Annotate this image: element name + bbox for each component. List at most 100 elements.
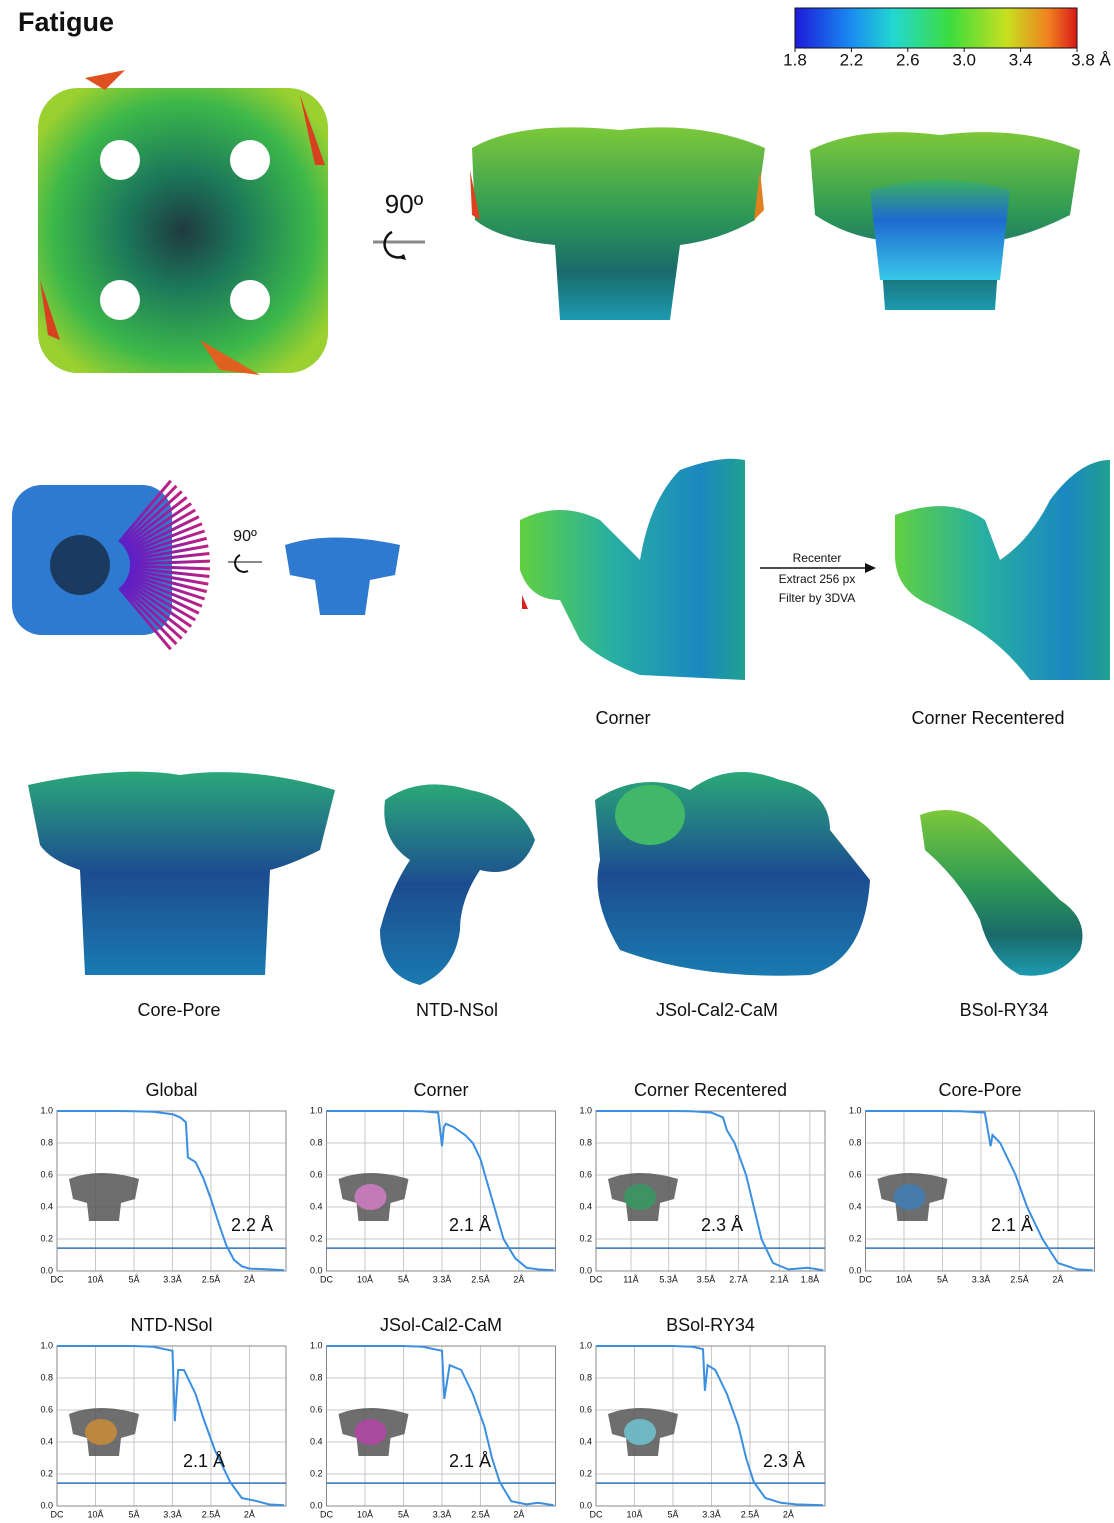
x-tick-label: DC (320, 1274, 333, 1284)
x-tick-label: DC (859, 1274, 872, 1284)
y-tick-label: 1.0 (310, 1105, 323, 1115)
y-tick-label: 1.0 (40, 1105, 53, 1115)
x-tick-label: 2Å (244, 1274, 255, 1284)
x-tick-label: 5Å (937, 1274, 948, 1284)
colorbar-tick-label: 2.2 (840, 50, 864, 69)
page: { "title": "Fatigue", "colorbar": {"lim"… (0, 0, 1114, 1523)
thumbnail (69, 1173, 139, 1221)
rotation-arrow (228, 555, 262, 572)
colorbar-tick-label: 3.4 (1009, 50, 1033, 69)
x-tick-label: 2Å (244, 1509, 255, 1519)
y-tick-label: 0.8 (579, 1372, 592, 1382)
y-tick-label: 0.2 (40, 1233, 53, 1243)
rotation-label: 90º (385, 189, 424, 219)
x-tick-label: 2Å (783, 1509, 794, 1519)
thumbnail-highlight (355, 1184, 387, 1210)
map-label: Corner Recentered (911, 708, 1064, 728)
map-core-pore (28, 772, 335, 975)
chart-title: Corner Recentered (634, 1080, 787, 1100)
y-tick-label: 0.2 (849, 1233, 862, 1243)
map-label: NTD-NSol (416, 1000, 498, 1020)
x-tick-label: 5Å (398, 1274, 409, 1284)
map-side-small (285, 538, 400, 616)
y-tick-label: 0.6 (40, 1404, 53, 1414)
resolution-annotation: 2.3 Å (701, 1215, 743, 1235)
chart-title: BSol-RY34 (666, 1315, 755, 1335)
y-tick-label: 0.4 (849, 1201, 862, 1211)
map-top-view-with-poses (12, 481, 210, 650)
x-tick-label: DC (51, 1509, 64, 1519)
map-jsol-cal2-cam (595, 772, 870, 976)
x-tick-label: 2Å (1052, 1274, 1063, 1284)
x-tick-label: 3.3Å (163, 1274, 182, 1284)
x-tick-label: 5Å (667, 1509, 678, 1519)
x-tick-label: 10Å (626, 1509, 642, 1519)
y-tick-label: 1.0 (579, 1105, 592, 1115)
y-tick-label: 1.0 (849, 1105, 862, 1115)
y-tick-label: 0.6 (579, 1404, 592, 1414)
y-tick-label: 0.2 (310, 1468, 323, 1478)
y-tick-label: 0.6 (849, 1169, 862, 1179)
y-tick-label: 0.6 (310, 1169, 323, 1179)
x-tick-label: 3.3Å (433, 1274, 452, 1284)
colorbar-tick-label: 1.8 (783, 50, 807, 69)
rotation-label: 90º (233, 528, 257, 545)
x-tick-label: 10Å (357, 1509, 373, 1519)
resolution-annotation: 2.2 Å (231, 1215, 273, 1235)
chart-title: Core-Pore (938, 1080, 1021, 1100)
resolution-annotation: 2.1 Å (183, 1451, 225, 1471)
map-label: Corner (595, 708, 650, 728)
step-label: Extract 256 px (779, 572, 856, 586)
x-tick-label: 5Å (398, 1509, 409, 1519)
y-tick-label: 1.0 (579, 1340, 592, 1350)
x-tick-label: 1.8Å (801, 1274, 820, 1284)
x-tick-label: 10Å (87, 1274, 103, 1284)
map-side-section (810, 132, 1080, 310)
x-tick-label: DC (590, 1509, 603, 1519)
y-tick-label: 0.2 (40, 1468, 53, 1478)
y-tick-label: 0.8 (310, 1372, 323, 1382)
x-tick-label: DC (51, 1274, 64, 1284)
y-tick-label: 1.0 (40, 1340, 53, 1350)
y-tick-label: 0.8 (579, 1137, 592, 1147)
y-tick-label: 0.2 (310, 1233, 323, 1243)
y-tick-label: 0.6 (579, 1169, 592, 1179)
chart-title: Global (145, 1080, 197, 1100)
chart-title: JSol-Cal2-CaM (380, 1315, 502, 1335)
resolution-annotation: 2.1 Å (449, 1215, 491, 1235)
y-tick-label: 0.4 (579, 1201, 592, 1211)
map-ntd-nsol (380, 784, 535, 985)
y-tick-label: 0.8 (310, 1137, 323, 1147)
y-tick-label: 1.0 (310, 1340, 323, 1350)
y-tick-label: 0.6 (310, 1404, 323, 1414)
thumbnail-highlight (355, 1419, 387, 1445)
map-label: Core-Pore (137, 1000, 220, 1020)
y-tick-label: 0.2 (579, 1468, 592, 1478)
chart-title: NTD-NSol (130, 1315, 212, 1335)
map-bsol-ry34 (920, 810, 1083, 976)
colorbar (795, 8, 1077, 48)
figure-title: Fatigue (18, 7, 114, 37)
y-tick-label: 0.4 (579, 1436, 592, 1446)
x-tick-label: 5.3Å (659, 1274, 678, 1284)
thumbnail-highlight (894, 1184, 926, 1210)
y-tick-label: 0.6 (40, 1169, 53, 1179)
x-tick-label: 2.5Å (202, 1274, 221, 1284)
y-tick-label: 0.8 (849, 1137, 862, 1147)
x-tick-label: 3.3Å (433, 1509, 452, 1519)
map-label: BSol-RY34 (960, 1000, 1049, 1020)
y-tick-label: 0.2 (579, 1233, 592, 1243)
x-tick-label: 10Å (357, 1274, 373, 1284)
x-tick-label: 2.7Å (729, 1274, 748, 1284)
x-tick-label: 2.5Å (471, 1509, 490, 1519)
thumbnail-highlight (624, 1184, 656, 1210)
thumbnail-highlight (85, 1419, 117, 1445)
x-tick-label: 3.3Å (972, 1274, 991, 1284)
y-tick-label: 0.8 (40, 1137, 53, 1147)
map-top-view (38, 70, 328, 375)
x-tick-label: 2.5Å (202, 1509, 221, 1519)
y-tick-label: 0.4 (310, 1436, 323, 1446)
resolution-annotation: 2.1 Å (449, 1451, 491, 1471)
x-tick-label: 3.3Å (163, 1509, 182, 1519)
rotation-arrow (373, 232, 425, 260)
